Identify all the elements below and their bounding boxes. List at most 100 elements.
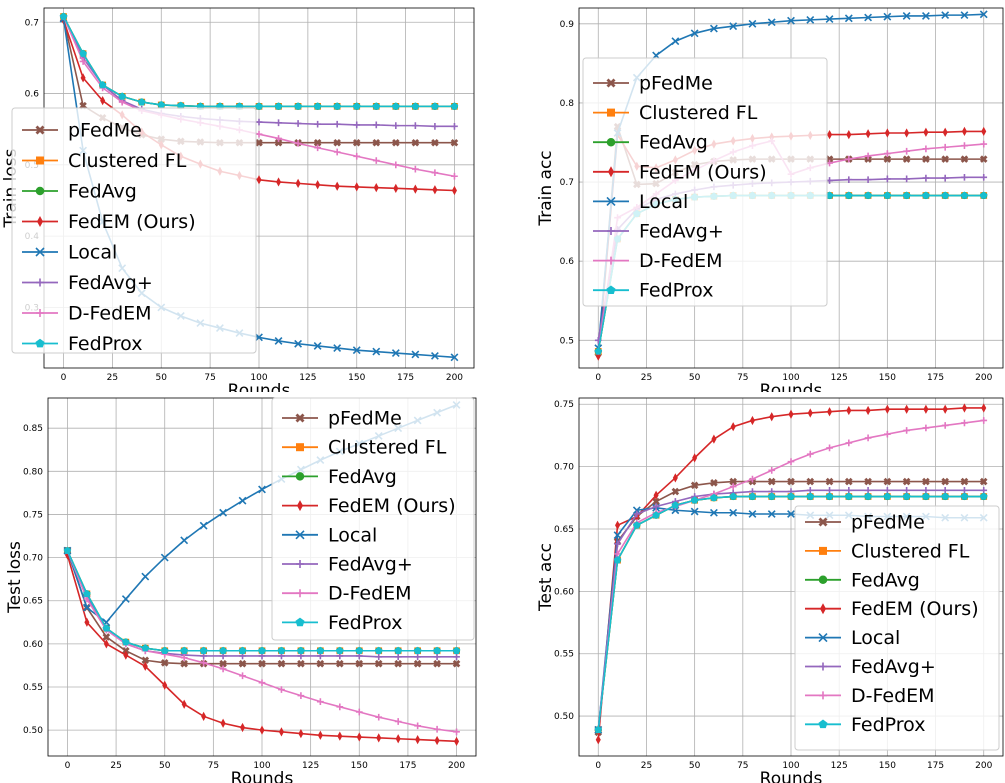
point-pfedme — [258, 659, 266, 668]
point-fedem-ours — [961, 126, 967, 137]
point-local — [921, 11, 930, 20]
point-d-fedem — [961, 142, 968, 150]
legend-item-d-fedem: D-FedEM — [22, 303, 152, 325]
legend-box — [271, 397, 475, 641]
point-local — [941, 11, 950, 20]
point-fedem-ours — [615, 520, 621, 530]
point-fedem-ours — [181, 699, 187, 709]
legend-item-fedprox: FedProx — [282, 612, 402, 634]
legend: pFedMe Clustered FL FedAvg FedEM (Ours) Loca… — [271, 397, 475, 641]
point-fedem-ours — [923, 127, 929, 137]
point-fedem-ours — [884, 404, 890, 414]
y-tick-label: 0.7 — [25, 18, 39, 28]
point-fedprox — [767, 492, 776, 500]
point-pfedme — [652, 497, 660, 506]
legend-marker — [607, 108, 615, 117]
legend-marker — [295, 472, 305, 481]
legend-label: FedAvg — [328, 466, 397, 488]
point-fedem-ours — [256, 175, 262, 185]
x-tick-label: 25 — [641, 373, 652, 383]
legend-marker — [606, 196, 616, 206]
point-local — [806, 15, 815, 24]
point-fedprox — [594, 725, 603, 734]
legend-box — [11, 107, 257, 354]
point-pfedme — [825, 477, 834, 486]
legend-label: FedEM (Ours) — [851, 598, 979, 620]
point-fedprox — [748, 492, 757, 500]
point-fedem-ours — [295, 178, 301, 188]
legend-item-fedavg: FedAvg+ — [805, 656, 936, 678]
point-fedem-ours — [846, 405, 852, 416]
legend-item-fedavg: FedAvg — [805, 569, 920, 591]
point-fedem-ours — [827, 129, 833, 140]
y-tick-label: 0.6 — [25, 90, 40, 100]
x-tick-label: 125 — [299, 373, 316, 383]
point-fedprox — [141, 644, 150, 652]
legend-marker — [295, 413, 305, 423]
legend-marker — [819, 662, 827, 671]
legend-marker — [820, 603, 826, 615]
legend-item-fedprox: FedProx — [593, 280, 713, 302]
point-fedprox — [255, 102, 263, 110]
y-tick-label: 0.75 — [554, 400, 574, 410]
point-fedem-ours — [123, 650, 129, 660]
point-local — [690, 507, 699, 516]
point-fedavg — [414, 653, 421, 661]
point-d-fedem — [336, 703, 344, 711]
legend-item-d-fedem: D-FedEM — [282, 583, 412, 605]
x-tick-label: 25 — [641, 761, 652, 771]
legend-marker — [296, 589, 304, 598]
point-fedprox — [845, 492, 853, 500]
legend-label: FedEM (Ours) — [68, 211, 196, 233]
point-fedprox — [180, 646, 188, 654]
point-fedem-ours — [334, 181, 340, 191]
point-fedem-ours — [904, 404, 910, 414]
legend-item-pfedme: pFedMe — [22, 120, 142, 142]
point-local — [709, 508, 718, 517]
point-fedem-ours — [432, 185, 438, 195]
point-fedprox — [710, 493, 718, 502]
point-fedprox — [594, 347, 603, 355]
legend-marker — [36, 156, 44, 165]
point-fedprox — [825, 492, 834, 500]
point-fedavg — [431, 122, 439, 130]
point-pfedme — [960, 477, 969, 486]
point-d-fedem — [394, 718, 402, 725]
point-fedem-ours — [942, 127, 948, 137]
point-fedprox — [219, 646, 227, 654]
legend-label: Local — [68, 242, 117, 264]
point-fedprox — [922, 191, 930, 199]
point-local — [748, 19, 757, 28]
point-fedprox — [137, 98, 146, 106]
point-d-fedem — [414, 722, 421, 730]
legend-item-fedavg: FedAvg+ — [22, 272, 153, 294]
point-d-fedem — [922, 424, 930, 432]
point-fedem-ours — [162, 680, 168, 690]
point-fedavg — [375, 653, 383, 661]
point-fedprox — [122, 638, 130, 646]
point-local — [671, 37, 680, 46]
legend-item-fedem-ours: FedEM (Ours) — [805, 598, 979, 620]
point-pfedme — [413, 659, 422, 668]
point-pfedme — [883, 155, 892, 163]
y-tick-label: 0.55 — [554, 650, 574, 660]
test-acc-chart: 0 25 50 75 100 125 150 175 200 0.50 0.55 0.60 0.65 0.… — [536, 397, 1004, 783]
point-d-fedem — [275, 135, 282, 142]
point-fedem-ours — [595, 735, 601, 745]
point-fedem-ours — [356, 732, 362, 742]
point-d-fedem — [845, 155, 853, 163]
legend-label: Clustered FL — [851, 540, 970, 562]
point-d-fedem — [314, 144, 321, 152]
legend-marker — [607, 227, 615, 235]
point-pfedme — [960, 155, 969, 163]
point-fedavg — [980, 173, 988, 181]
point-fedprox — [199, 646, 208, 654]
point-fedem-ours — [672, 473, 678, 483]
point-fedavg — [826, 486, 833, 494]
point-fedavg — [633, 510, 641, 518]
point-pfedme — [922, 155, 930, 163]
y-tick-label: 0.70 — [23, 554, 43, 564]
point-fedavg — [433, 653, 441, 661]
point-fedprox — [98, 81, 107, 89]
point-fedem-ours — [865, 129, 871, 139]
